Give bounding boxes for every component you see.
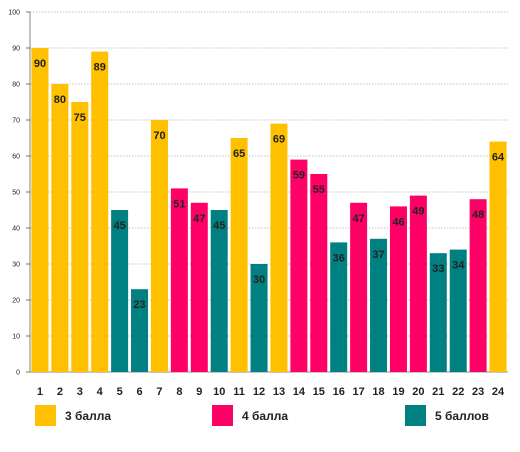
y-tick-label: 70 xyxy=(12,118,20,125)
bar xyxy=(469,199,487,372)
data-label: 64 xyxy=(492,152,505,164)
data-label: 45 xyxy=(114,220,126,232)
data-label: 49 xyxy=(412,206,424,218)
y-tick-label: 50 xyxy=(12,190,20,197)
bar xyxy=(150,120,168,372)
bar xyxy=(190,202,208,372)
bar xyxy=(51,84,69,372)
data-label: 23 xyxy=(133,299,145,311)
x-tick-label: 19 xyxy=(392,386,404,398)
x-tick-label: 22 xyxy=(452,386,464,398)
data-label: 55 xyxy=(313,184,325,196)
x-tick-label: 9 xyxy=(196,386,202,398)
data-label: 90 xyxy=(34,58,46,70)
bar xyxy=(250,264,268,372)
data-labels: 90 80 75 89 45 23 70 51 47 45 65 30 69 59 55 36 47 37 46 49… xyxy=(34,58,505,311)
legend-swatch-3-points xyxy=(35,405,56,426)
y-tick-label: 80 xyxy=(12,82,20,89)
data-label: 69 xyxy=(273,134,285,146)
x-tick-label: 21 xyxy=(432,386,444,398)
x-tick-label: 5 xyxy=(117,386,123,398)
x-tick-label: 10 xyxy=(213,386,225,398)
data-label: 33 xyxy=(432,263,444,275)
data-label: 75 xyxy=(74,112,86,124)
y-tick-label: 20 xyxy=(12,298,20,305)
x-tick-label: 16 xyxy=(333,386,345,398)
bar xyxy=(170,188,188,372)
bar xyxy=(91,51,109,372)
x-tick-label: 6 xyxy=(136,386,142,398)
legend-item-4-points: 4 балла xyxy=(212,405,288,426)
data-label: 30 xyxy=(253,274,265,286)
data-label: 65 xyxy=(233,148,245,160)
data-label: 34 xyxy=(452,260,465,272)
data-label: 51 xyxy=(173,198,185,210)
data-label: 48 xyxy=(472,209,484,221)
data-label: 59 xyxy=(293,170,305,182)
bar xyxy=(111,210,129,372)
bar xyxy=(131,289,149,372)
x-tick-label: 1 xyxy=(37,386,43,398)
x-tick-label: 15 xyxy=(313,386,325,398)
x-tick-label: 17 xyxy=(353,386,365,398)
data-label: 45 xyxy=(213,220,225,232)
x-tick-label: 2 xyxy=(57,386,63,398)
data-label: 47 xyxy=(353,213,365,225)
data-label: 89 xyxy=(94,62,106,74)
y-tick-label: 100 xyxy=(8,10,20,17)
bar xyxy=(31,48,49,372)
y-tick-label: 40 xyxy=(12,226,20,233)
legend-label-3-points: 3 балла xyxy=(65,408,112,423)
data-label: 37 xyxy=(372,249,384,261)
y-tick-label: 90 xyxy=(12,46,20,53)
y-tick-label: 10 xyxy=(12,334,20,341)
bar xyxy=(310,174,328,372)
legend-swatch-5-points xyxy=(405,405,426,426)
x-tick-label: 18 xyxy=(372,386,384,398)
bar xyxy=(389,206,407,372)
bar xyxy=(290,159,308,372)
data-label: 70 xyxy=(153,130,165,142)
legend-label-5-points: 5 баллов xyxy=(435,408,489,423)
y-tick-label: 0 xyxy=(16,370,20,377)
x-tick-label: 20 xyxy=(412,386,424,398)
bar xyxy=(230,138,248,372)
legend-label-4-points: 4 балла xyxy=(242,408,289,423)
bar xyxy=(330,242,348,372)
data-label: 47 xyxy=(193,213,205,225)
bar xyxy=(350,202,368,372)
x-tick-label: 7 xyxy=(156,386,162,398)
bar xyxy=(449,249,467,372)
bar xyxy=(429,253,447,372)
bars xyxy=(31,48,507,372)
y-tick-label: 30 xyxy=(12,262,20,269)
bar xyxy=(489,141,507,372)
x-tick-label: 23 xyxy=(472,386,484,398)
data-label: 36 xyxy=(333,252,345,264)
legend-item-5-points: 5 баллов xyxy=(405,405,489,426)
x-tick-label: 12 xyxy=(253,386,265,398)
x-tick-label: 4 xyxy=(97,386,104,398)
bar xyxy=(409,195,427,372)
legend-swatch-4-points xyxy=(212,405,233,426)
y-tick-label: 60 xyxy=(12,154,20,161)
data-label: 80 xyxy=(54,94,66,106)
x-tick-label: 8 xyxy=(176,386,182,398)
x-tick-label: 11 xyxy=(233,386,245,398)
bar xyxy=(71,102,89,372)
bar xyxy=(210,210,228,372)
bar xyxy=(370,238,388,372)
bar xyxy=(270,123,288,372)
x-tick-label: 13 xyxy=(273,386,285,398)
data-label: 46 xyxy=(392,216,404,228)
legend-item-3-points: 3 балла xyxy=(35,405,111,426)
x-tick-label: 14 xyxy=(293,386,306,398)
x-tick-label: 3 xyxy=(77,386,83,398)
x-tick-label: 24 xyxy=(492,386,505,398)
